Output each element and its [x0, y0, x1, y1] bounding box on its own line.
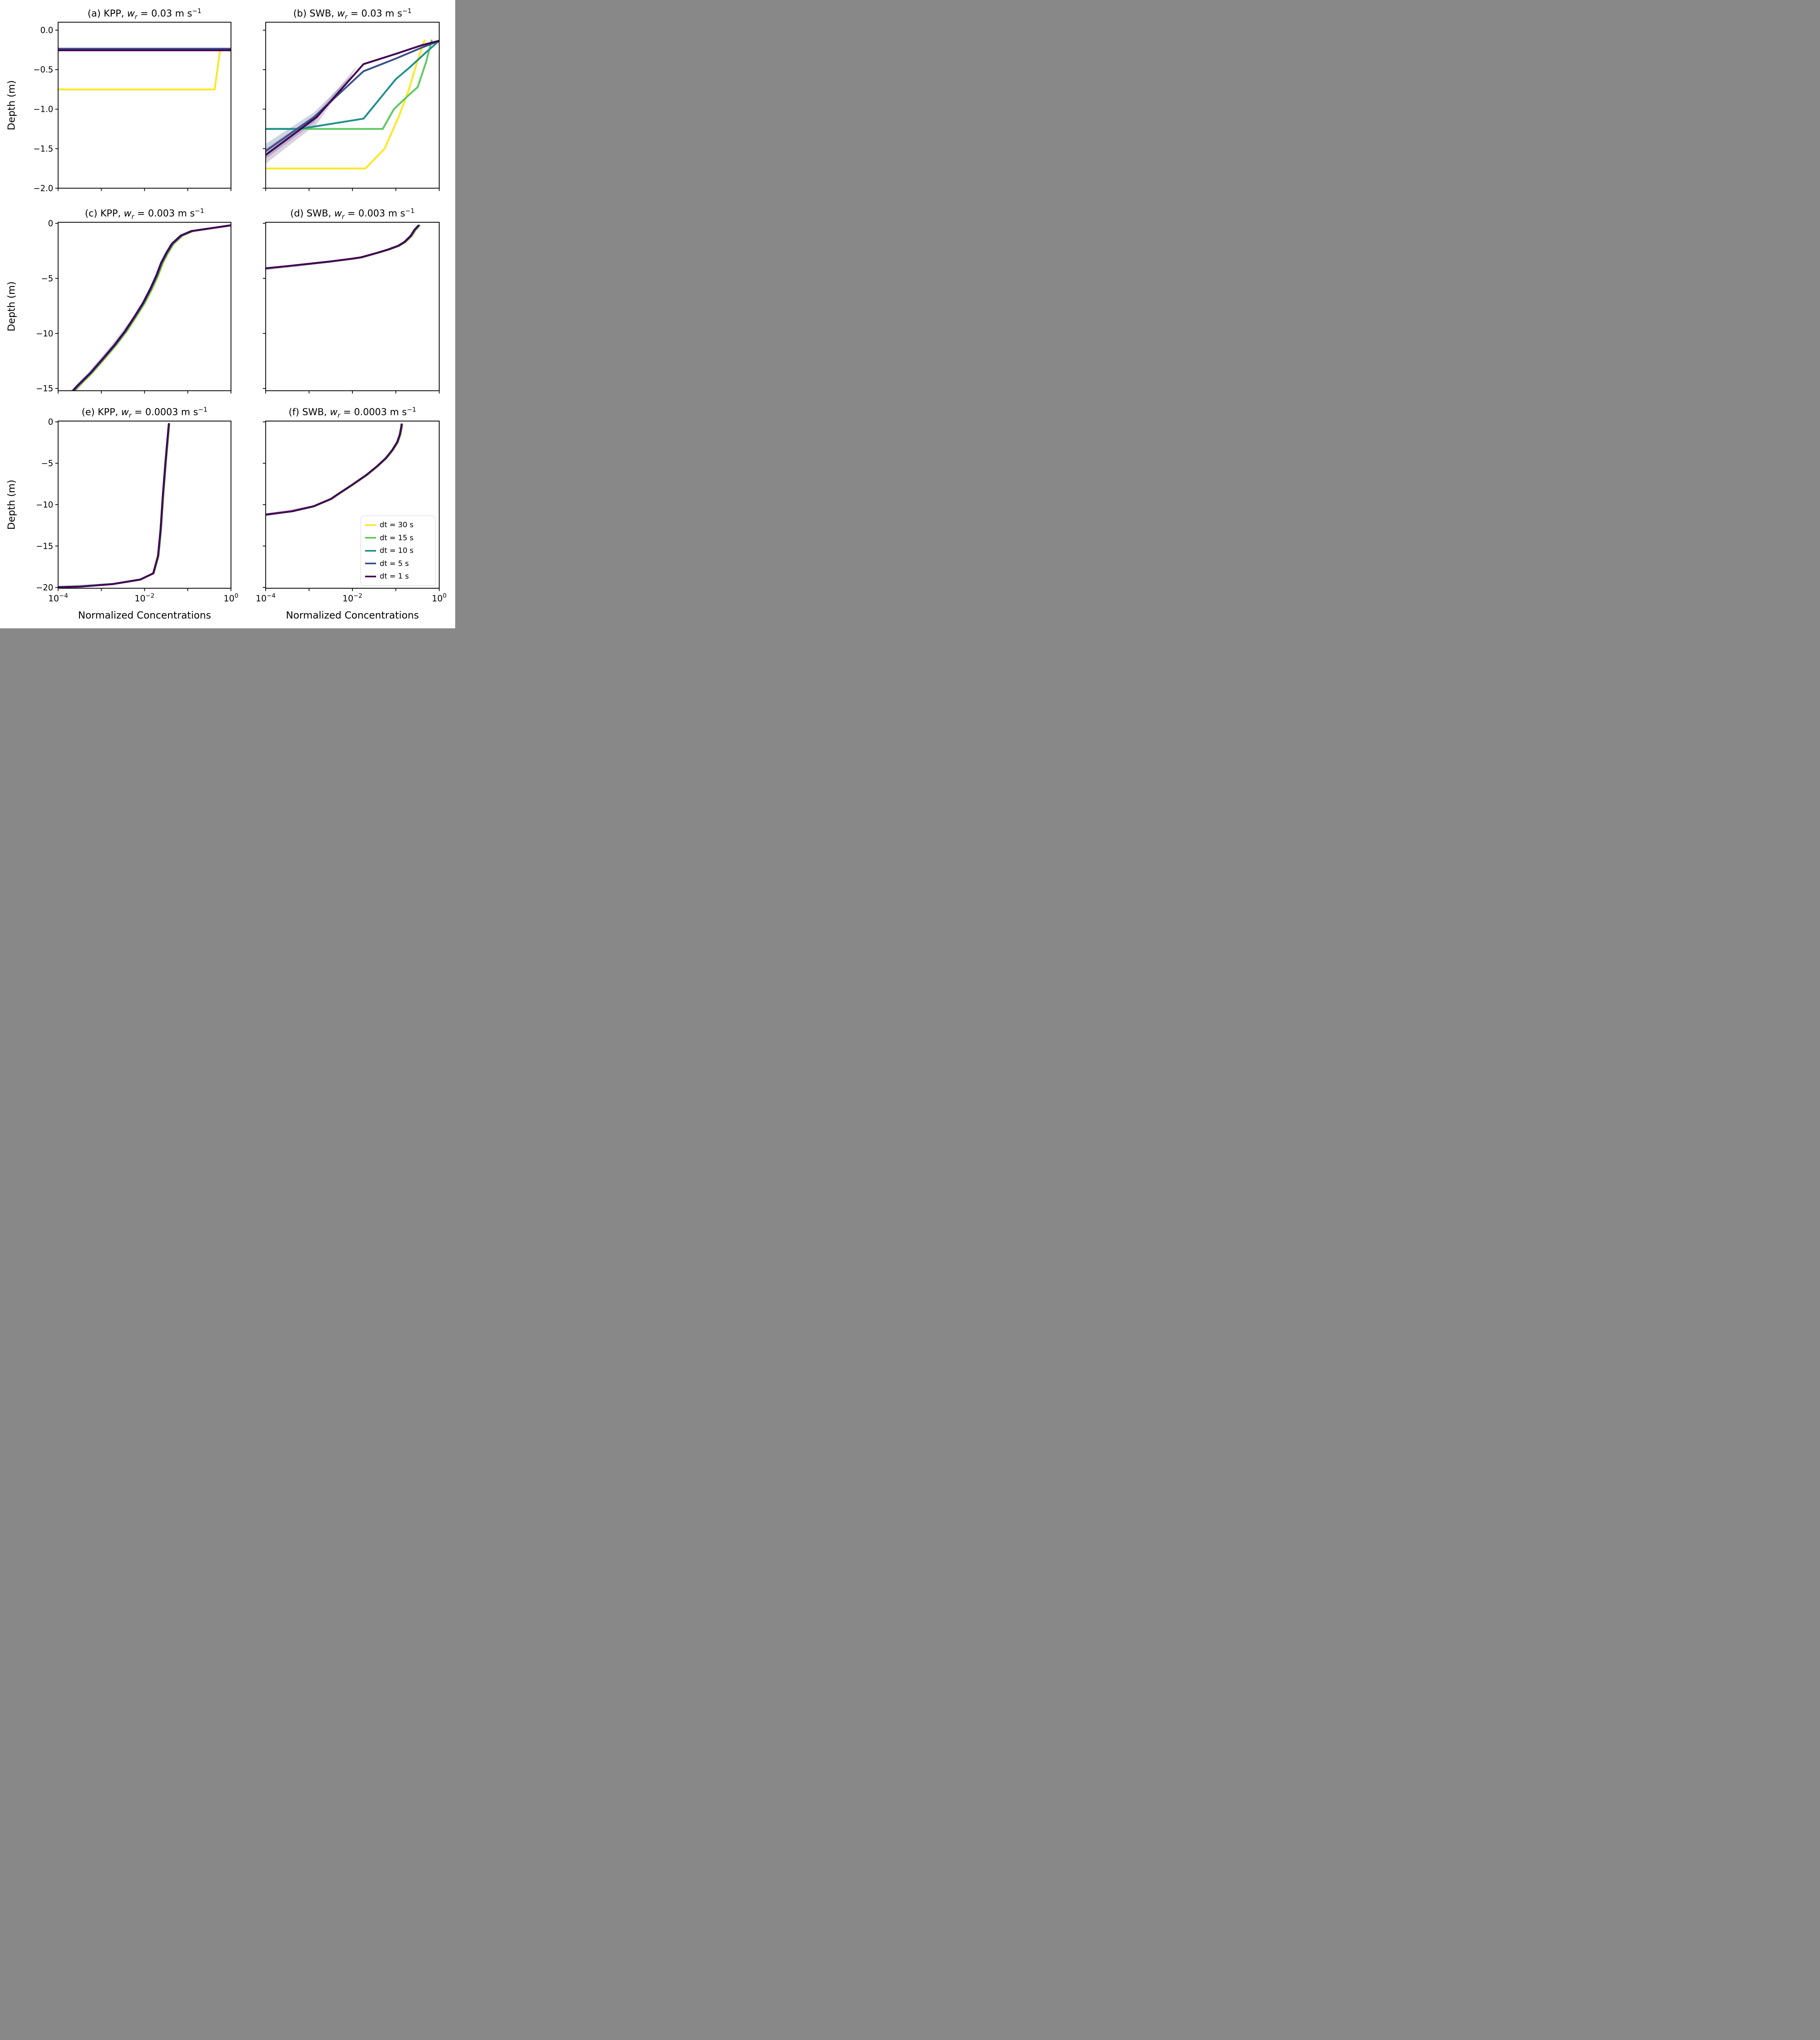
title-units: = 0.003 m s — [134, 208, 195, 219]
y-tick-label: −20 — [36, 583, 53, 592]
plot-area — [58, 421, 231, 588]
title-var: w — [330, 407, 338, 418]
x-tick-label: 100 — [432, 592, 447, 603]
y-axis-label-row1: Depth (m) — [6, 80, 17, 131]
legend-label: dt = 30 s — [379, 521, 414, 530]
legend-item: dt = 1 s — [365, 572, 431, 581]
legend-item: dt = 15 s — [365, 534, 431, 542]
title-units: = 0.0003 m s — [340, 407, 407, 418]
legend-line-swatch — [365, 550, 376, 552]
panel-d-plot — [263, 222, 440, 394]
y-tick-label: −2.0 — [33, 183, 53, 193]
legend: dt = 30 s dt = 15 s dt = 10 s dt = 5 s dt = … — [360, 515, 436, 586]
title-varsub: r — [342, 213, 345, 221]
legend-line-swatch — [365, 575, 376, 577]
x-tick-label: 100 — [224, 592, 238, 603]
x-tick-label: 10−4 — [256, 592, 276, 603]
title-exponent: −1 — [198, 406, 208, 413]
y-tick-label: 0.0 — [40, 25, 53, 35]
plots-canvas: 0.0 −0.5 −1.0 −1.5 −2.0 0 −5 −10 −15 0 −5 −10 −15 −20… — [33, 22, 447, 603]
uncertainty-band — [70, 317, 135, 391]
y-tick-label: 0 — [48, 417, 53, 427]
x-tick-label: 10−2 — [343, 592, 363, 603]
title-text: (e) KPP, — [82, 407, 121, 418]
series-line-1 — [58, 423, 170, 588]
panel-b-title: (b) SWB, wr = 0.03 m s−1 — [293, 7, 412, 20]
title-text: (f) SWB, — [288, 407, 330, 418]
y-axis-label-row2: Depth (m) — [6, 281, 17, 332]
x-axis-label-right: Normalized Concentrations — [286, 609, 419, 621]
title-text: (a) KPP, — [87, 8, 127, 19]
title-var: w — [121, 407, 129, 418]
series-line-5 — [266, 40, 439, 152]
x-axis-label-left: Normalized Concentrations — [78, 609, 211, 621]
title-text: (d) SWB, — [290, 208, 334, 219]
title-units: = 0.003 m s — [344, 208, 405, 219]
panel-f-title: (f) SWB, wr = 0.0003 m s−1 — [289, 406, 416, 419]
legend-item: dt = 5 s — [365, 559, 431, 568]
series-line-1 — [266, 40, 439, 156]
series-line-15 — [266, 39, 433, 130]
legend-item: dt = 10 s — [365, 546, 431, 555]
title-varsub: r — [131, 213, 134, 221]
title-varsub: r — [345, 12, 348, 20]
legend-line-swatch — [365, 563, 376, 565]
title-var: w — [124, 208, 132, 219]
y-axis-label-row3: Depth (m) — [6, 479, 17, 530]
title-units: = 0.03 m s — [137, 8, 192, 19]
y-tick-label: −1.0 — [33, 104, 53, 114]
panel-b-plot — [263, 22, 440, 191]
title-exponent: −1 — [192, 7, 201, 15]
panel-d-title: (d) SWB, wr = 0.003 m s−1 — [290, 207, 415, 220]
legend-line-swatch — [365, 524, 376, 526]
panel-c-plot: 0 −5 −10 −15 — [36, 218, 232, 394]
y-tick-label: −5 — [41, 458, 53, 468]
legend-item: dt = 30 s — [365, 521, 431, 529]
panel-a-plot: 0.0 −0.5 −1.0 −1.5 −2.0 — [33, 22, 232, 193]
y-tick-label: −10 — [36, 328, 53, 338]
title-varsub: r — [337, 411, 341, 419]
y-tick-label: −10 — [36, 500, 53, 510]
title-varsub: r — [128, 411, 132, 419]
title-text: (b) SWB, — [293, 8, 337, 19]
uncertainty-band — [266, 67, 356, 164]
legend-label: dt = 1 s — [379, 572, 409, 581]
panel-a-title: (a) KPP, wr = 0.03 m s−1 — [88, 7, 201, 20]
y-tick-label: −15 — [36, 541, 53, 551]
x-tick-label: 10−4 — [48, 592, 68, 603]
title-varsub: r — [135, 12, 137, 20]
title-exponent: −1 — [402, 7, 412, 15]
title-var: w — [334, 208, 342, 219]
y-tick-label: −15 — [36, 384, 53, 393]
y-tick-label: −5 — [41, 273, 53, 283]
series-line-1 — [72, 224, 231, 391]
panel-e-title: (e) KPP, wr = 0.0003 m s−1 — [82, 406, 208, 419]
y-tick-label: 0 — [48, 218, 53, 228]
title-units: = 0.03 m s — [347, 8, 403, 19]
y-tick-label: −1.5 — [33, 144, 53, 153]
legend-line-swatch — [365, 537, 376, 539]
legend-label: dt = 5 s — [379, 559, 409, 568]
figure: 0.0 −0.5 −1.0 −1.5 −2.0 0 −5 −10 −15 0 −5 −10 −15 −20… — [0, 0, 455, 628]
y-tick-label: −0.5 — [33, 65, 53, 75]
plot-area — [58, 22, 231, 188]
plot-area — [266, 222, 439, 391]
title-text: (c) KPP, — [85, 208, 124, 219]
plot-area — [58, 222, 231, 391]
title-exponent: −1 — [195, 206, 204, 215]
legend-label: dt = 10 s — [379, 546, 414, 555]
legend-label: dt = 15 s — [379, 533, 414, 542]
panel-c-title: (c) KPP, wr = 0.003 m s−1 — [85, 207, 204, 220]
series-line-1 — [266, 224, 419, 269]
title-units: = 0.0003 m s — [131, 407, 198, 418]
title-var: w — [127, 8, 135, 19]
series-line-1 — [266, 423, 403, 516]
title-exponent: −1 — [407, 406, 416, 413]
title-var: w — [337, 8, 345, 19]
title-exponent: −1 — [405, 206, 415, 215]
uncertainty-band — [58, 578, 140, 588]
x-tick-label: 10−2 — [135, 592, 155, 603]
